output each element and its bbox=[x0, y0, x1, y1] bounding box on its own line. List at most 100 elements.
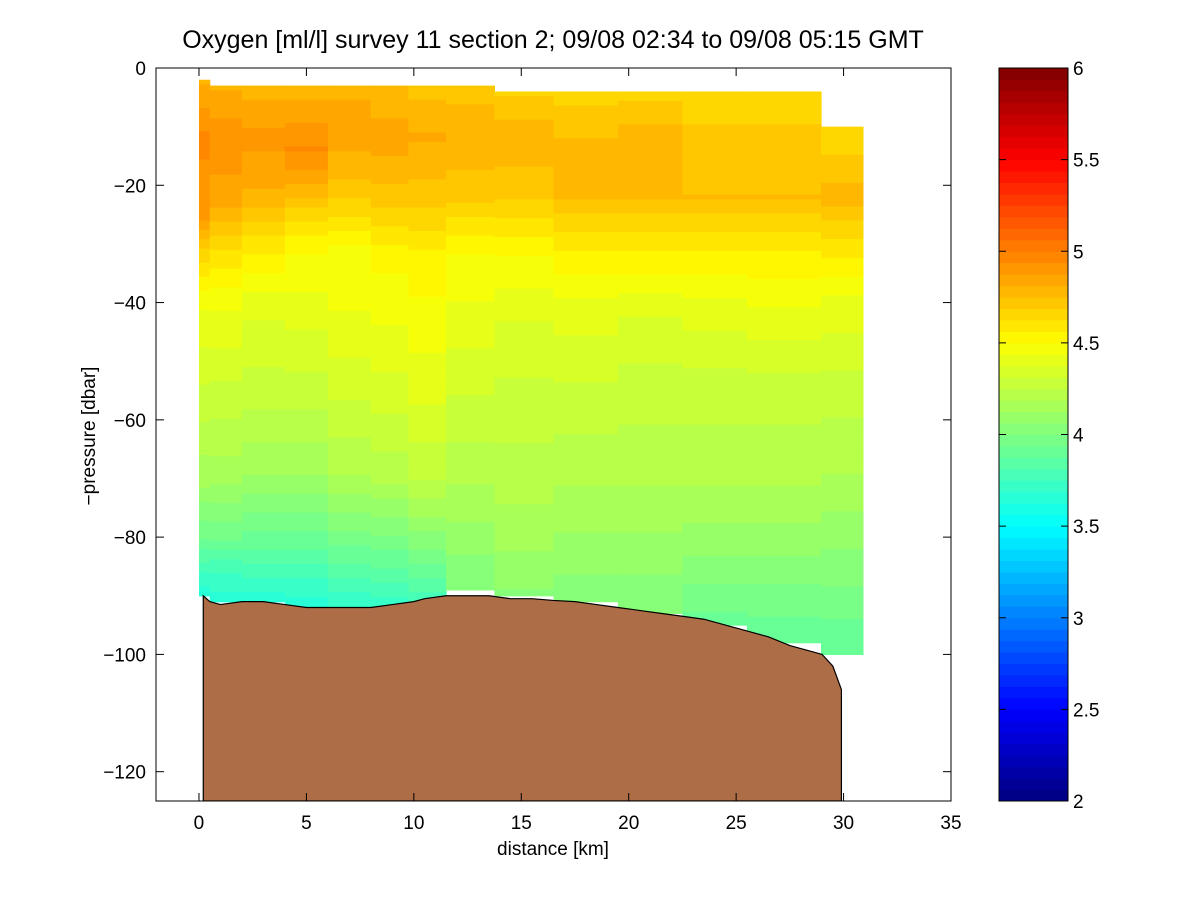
heatmap-cell bbox=[553, 100, 619, 107]
heatmap-cell bbox=[327, 601, 372, 607]
heatmap-cell bbox=[327, 484, 372, 490]
heatmap-cell bbox=[327, 357, 372, 363]
heatmap-cell bbox=[821, 633, 864, 639]
heatmap-cell bbox=[446, 170, 496, 176]
heatmap-cell bbox=[241, 437, 286, 443]
heatmap-cell bbox=[821, 150, 864, 156]
heatmap-cell bbox=[446, 503, 496, 509]
heatmap-cell bbox=[327, 160, 372, 166]
heatmap-cell bbox=[198, 464, 211, 470]
heatmap-cell bbox=[446, 137, 496, 143]
heatmap-cell bbox=[327, 179, 372, 185]
heatmap-cell bbox=[821, 220, 864, 226]
heatmap-cell bbox=[241, 582, 286, 589]
heatmap-cell bbox=[198, 567, 211, 573]
heatmap-cell bbox=[617, 438, 684, 444]
heatmap-cell bbox=[241, 465, 286, 471]
heatmap-cell bbox=[446, 334, 496, 340]
heatmap-cell bbox=[446, 113, 496, 120]
heatmap-cell bbox=[682, 466, 748, 473]
heatmap-cell bbox=[408, 484, 447, 490]
heatmap-cell bbox=[553, 110, 619, 116]
heatmap-cell bbox=[198, 365, 211, 372]
heatmap-cell bbox=[746, 147, 822, 154]
heatmap-cell bbox=[617, 523, 684, 529]
heatmap-cell bbox=[746, 593, 822, 599]
heatmap-cell bbox=[408, 413, 447, 420]
heatmap-cell bbox=[284, 465, 329, 471]
heatmap-cell bbox=[209, 282, 243, 288]
heatmap-cell bbox=[284, 348, 329, 354]
heatmap-cell bbox=[241, 493, 286, 500]
heatmap-cell bbox=[370, 179, 410, 185]
heatmap-cell bbox=[821, 562, 864, 569]
heatmap-cell bbox=[617, 396, 684, 402]
heatmap-cell bbox=[617, 335, 684, 341]
heatmap-cell bbox=[198, 445, 211, 451]
heatmap-cell bbox=[682, 161, 748, 168]
heatmap-cell bbox=[746, 302, 822, 308]
heatmap-cell bbox=[446, 512, 496, 518]
colorbar-segment bbox=[999, 480, 1068, 493]
heatmap-cell bbox=[370, 465, 410, 471]
heatmap-cell bbox=[553, 382, 619, 388]
heatmap-cell bbox=[241, 127, 286, 134]
colorbar-segment bbox=[999, 182, 1068, 195]
y-tick-label: −60 bbox=[114, 411, 146, 432]
heatmap-cell bbox=[821, 464, 864, 470]
heatmap-cell bbox=[746, 457, 822, 463]
heatmap-cell bbox=[284, 512, 329, 518]
heatmap-cell bbox=[746, 124, 822, 130]
heatmap-cell bbox=[682, 293, 748, 299]
heatmap-cell bbox=[284, 151, 329, 157]
heatmap-cell bbox=[209, 249, 243, 256]
heatmap-cell bbox=[746, 180, 822, 186]
heatmap-cell bbox=[327, 226, 372, 232]
heatmap-cell bbox=[821, 591, 864, 597]
heatmap-cell bbox=[553, 377, 619, 383]
colorbar-segment bbox=[999, 377, 1068, 390]
heatmap-cell bbox=[446, 367, 496, 373]
heatmap-cell bbox=[370, 296, 410, 302]
heatmap-cell bbox=[241, 315, 286, 321]
heatmap-cell bbox=[617, 452, 684, 458]
heatmap-cell bbox=[746, 128, 822, 135]
heatmap-cell bbox=[241, 141, 286, 148]
heatmap-cell bbox=[327, 155, 372, 162]
heatmap-cell bbox=[327, 123, 372, 129]
heatmap-cell bbox=[209, 132, 243, 138]
heatmap-cell bbox=[682, 236, 748, 243]
heatmap-cell bbox=[553, 405, 619, 412]
heatmap-cell bbox=[408, 526, 447, 532]
heatmap-cell bbox=[284, 413, 329, 420]
heatmap-cell bbox=[241, 404, 286, 410]
heatmap-cell bbox=[746, 602, 822, 609]
heatmap-cell bbox=[617, 119, 684, 125]
heatmap-cell bbox=[682, 311, 748, 318]
heatmap-cell bbox=[209, 310, 243, 317]
heatmap-cell bbox=[682, 302, 748, 308]
heatmap-cell bbox=[209, 442, 243, 448]
heatmap-cell bbox=[617, 368, 684, 374]
heatmap-cell bbox=[821, 145, 864, 151]
heatmap-cell bbox=[494, 377, 555, 383]
heatmap-cell bbox=[617, 114, 684, 121]
heatmap-cell bbox=[284, 301, 329, 307]
heatmap-cell bbox=[446, 582, 496, 589]
heatmap-cell bbox=[327, 587, 372, 593]
heatmap-cell bbox=[617, 293, 684, 299]
heatmap-cell bbox=[327, 338, 372, 345]
heatmap-cell bbox=[746, 377, 822, 383]
heatmap-cell bbox=[408, 268, 447, 274]
heatmap-cell bbox=[284, 517, 329, 523]
heatmap-cell bbox=[746, 175, 822, 182]
heatmap-cell bbox=[284, 432, 329, 439]
heatmap-cell bbox=[209, 334, 243, 340]
y-tick-label: 0 bbox=[135, 59, 146, 80]
heatmap-cell bbox=[821, 300, 864, 306]
heatmap-cell bbox=[446, 310, 496, 317]
heatmap-cell bbox=[241, 423, 286, 429]
heatmap-cell bbox=[370, 526, 410, 532]
heatmap-cell bbox=[446, 587, 496, 591]
heatmap-cell bbox=[370, 109, 410, 115]
